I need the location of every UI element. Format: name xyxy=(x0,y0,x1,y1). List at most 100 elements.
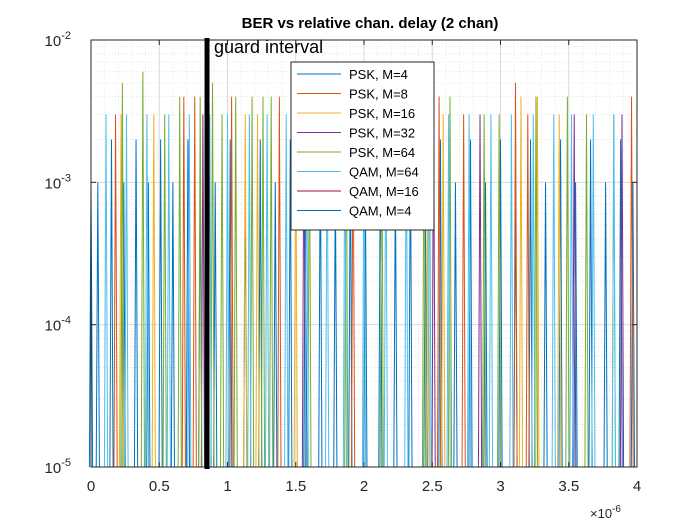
series-spike xyxy=(436,96,442,468)
y-tick-label: 10-4 xyxy=(45,315,71,335)
series-psk-m-16 xyxy=(118,96,562,468)
series-spike xyxy=(447,96,453,468)
x-tick-label: 0 xyxy=(87,478,95,495)
series-spike xyxy=(144,114,150,468)
series-spike xyxy=(162,114,167,468)
y-tick-base: 10 xyxy=(45,460,62,477)
legend-entry: PSK, M=8 xyxy=(349,87,408,102)
series-spike xyxy=(288,139,293,468)
series-spike xyxy=(185,139,191,468)
y-tick-exponent: -5 xyxy=(61,457,71,469)
series-psk-m-8 xyxy=(113,82,634,468)
series-spike xyxy=(525,114,530,468)
series-spike xyxy=(124,114,129,468)
x-tick-label: 3.5 xyxy=(558,478,579,495)
x-exponent-label: ×10-6 xyxy=(590,504,621,521)
y-tick-label: 10-3 xyxy=(45,172,71,192)
legend-entry: PSK, M=16 xyxy=(349,106,415,121)
series-spike xyxy=(528,139,533,468)
series-spike xyxy=(618,139,623,468)
series-spike xyxy=(277,96,282,468)
series-spike xyxy=(273,182,278,468)
y-tick-base: 10 xyxy=(45,318,62,335)
series-spike xyxy=(565,96,570,468)
series-spike xyxy=(453,182,458,468)
series-spike xyxy=(140,71,145,468)
series-spike xyxy=(158,139,163,468)
legend-entry: QAM, M=16 xyxy=(349,184,419,199)
series-spike xyxy=(497,114,502,468)
series-spike xyxy=(569,114,574,468)
series-spike xyxy=(572,114,577,468)
series-spike xyxy=(573,182,578,468)
series-spike xyxy=(95,182,100,468)
series-spike xyxy=(513,82,518,468)
series-spike xyxy=(151,114,156,468)
series-spike xyxy=(446,114,451,468)
y-tick-base: 10 xyxy=(45,175,62,192)
x-tick-label: 4 xyxy=(633,478,641,495)
series-spike xyxy=(477,114,483,468)
series-spike xyxy=(255,114,260,468)
y-tick-exponent: -2 xyxy=(61,30,71,42)
legend-box xyxy=(290,61,435,231)
series-spike xyxy=(531,114,536,468)
x-tick-label: 0.5 xyxy=(149,478,170,495)
series-spike xyxy=(118,114,124,468)
series-spike xyxy=(441,114,446,468)
series-spike xyxy=(584,114,589,468)
x-exponent-power: -6 xyxy=(612,504,621,515)
series-spike xyxy=(247,114,252,468)
series-spike xyxy=(264,114,270,468)
series-spike xyxy=(284,114,289,468)
series-spike xyxy=(461,114,466,468)
series-spike xyxy=(509,114,514,468)
series-spike xyxy=(629,96,634,468)
x-tick-label: 3 xyxy=(496,478,504,495)
y-tick-exponent: -3 xyxy=(61,172,71,184)
series-spike xyxy=(187,114,192,468)
series-spike xyxy=(219,114,225,468)
series-spike xyxy=(468,139,473,468)
series-spike xyxy=(249,96,255,468)
y-tick-exponent: -4 xyxy=(61,315,71,327)
annotation-layer: guard interval xyxy=(204,37,323,469)
x-tick-label: 1.5 xyxy=(285,478,306,495)
legend-entry: PSK, M=32 xyxy=(349,126,415,141)
series-spike xyxy=(229,96,234,468)
series-spike xyxy=(120,82,125,468)
series-spike xyxy=(543,182,548,468)
legend-entry: PSK, M=64 xyxy=(349,145,415,160)
series-spike xyxy=(177,96,182,468)
x-tick-label: 2.5 xyxy=(422,478,443,495)
x-exponent-base: ×10 xyxy=(590,506,612,521)
series-spike xyxy=(233,96,238,468)
series-spike xyxy=(498,139,503,468)
chart-title: BER vs relative chan. delay (2 chan) xyxy=(242,15,499,32)
guard-interval-label: guard interval xyxy=(214,37,323,57)
axes xyxy=(90,39,638,468)
y-tick-label: 10-5 xyxy=(45,457,71,477)
series-spike xyxy=(198,96,203,468)
legend-entry: PSK, M=4 xyxy=(349,67,408,82)
series-spike xyxy=(611,114,616,468)
series-spike xyxy=(482,114,487,468)
tick-labels: 0 0.5 1 1.5 2 2.5 3 3.5 410-510-410-310-2 xyxy=(45,30,642,495)
series-spike xyxy=(518,96,524,468)
legend-entry: QAM, M=4 xyxy=(349,204,412,219)
series-spike xyxy=(438,139,443,468)
series-spike xyxy=(103,114,109,468)
series-spike xyxy=(146,182,151,468)
series-spike xyxy=(603,182,608,468)
series-spike xyxy=(483,182,488,468)
series-spike xyxy=(488,114,494,468)
series-spike xyxy=(225,114,230,468)
x-tick-label: 1 xyxy=(223,478,231,495)
series-spike xyxy=(558,139,563,468)
y-tick-base: 10 xyxy=(45,33,62,50)
legend: PSK, M=4 PSK, M=8 PSK, M=16 PSK, M=32 PSK, M… xyxy=(290,61,435,231)
series-spike xyxy=(588,139,593,468)
series-spike xyxy=(557,114,562,468)
series-spike xyxy=(591,114,596,468)
